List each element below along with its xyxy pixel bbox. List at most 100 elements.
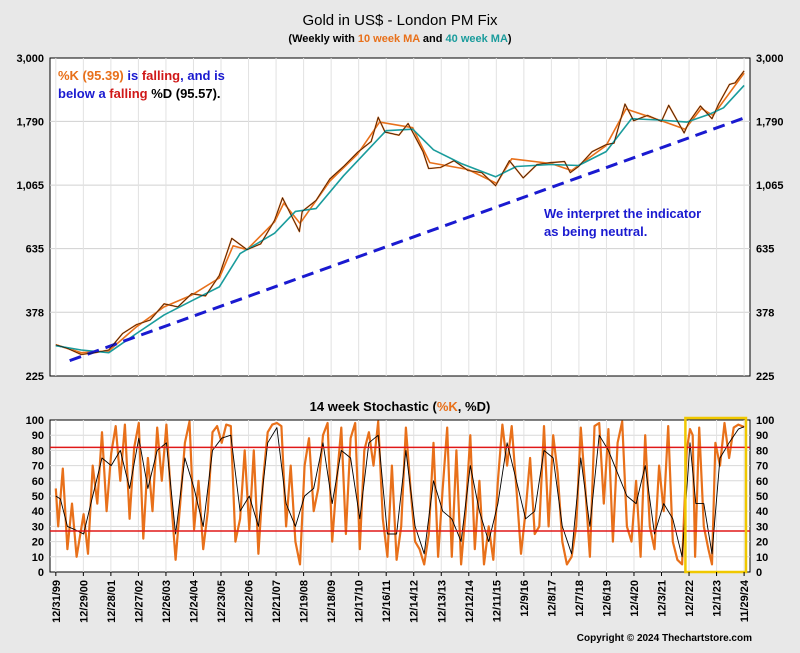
stoch-tick-label-left: 30 [32, 521, 44, 533]
x-tick-label: 12/26/03 [161, 580, 173, 623]
stoch-title-k: %K [437, 399, 459, 414]
price-series-overlay [55, 70, 745, 355]
price-tick-label-left: 1,790 [16, 116, 44, 128]
chart-title: Gold in US$ - London PM Fix [302, 12, 498, 29]
annotation-line: We interpret the indicator [544, 206, 701, 221]
price-tick-label-right: 635 [756, 244, 774, 256]
stoch-tick-label-left: 40 [32, 506, 44, 518]
stochastic-title: 14 week Stochastic (%K, %D) [310, 399, 491, 414]
stoch-tick-label-left: 90 [32, 430, 44, 442]
annotation-segment: is [127, 68, 141, 83]
annotation-segment: falling [142, 68, 180, 83]
subtitle-mid: and [420, 33, 446, 45]
copyright: Copyright © 2024 Thechartstore.com [577, 633, 752, 644]
x-tick-label: 11/29/24 [739, 579, 751, 622]
stoch-tick-label-right: 50 [756, 491, 768, 503]
annotation-line: %K (95.39) is falling, and is [58, 68, 225, 83]
price-tick-label-left: 378 [26, 307, 44, 319]
stoch-title-d: %D [465, 399, 486, 414]
stoch-tick-label-right: 40 [756, 506, 768, 518]
x-tick-label: 12/13/13 [436, 580, 448, 623]
price-tick-label-right: 1,790 [756, 116, 784, 128]
x-tick-label: 12/21/07 [271, 580, 283, 623]
stoch-tick-label-right: 20 [756, 537, 768, 549]
stoch-tick-label-left: 20 [32, 537, 44, 549]
price-tick-label-right: 378 [756, 307, 774, 319]
stoch-title-prefix: 14 week Stochastic ( [310, 399, 438, 414]
stoch-title-suffix: ) [486, 399, 490, 414]
trendline [69, 116, 745, 363]
x-tick-label: 12/18/09 [326, 580, 338, 623]
stoch-tick-label-left: 100 [26, 415, 44, 427]
price-tick-label-right: 1,065 [756, 180, 784, 192]
annotation-segment: %D (95.57). [151, 86, 220, 101]
recent-period-highlight [684, 416, 748, 574]
subtitle-prefix: (Weekly with [288, 33, 357, 45]
annotation-segment: We interpret the indicator [544, 206, 701, 221]
stochastic-y-axis: 0 0 10 10 20 20 30 30 40 40 50 50 60 60 70 70 80 80 90 90 10… [26, 415, 775, 579]
subtitle-ma40: 40 week MA [446, 33, 508, 45]
stoch-tick-label-right: 0 [756, 567, 762, 579]
price-tick-label-right: 225 [756, 371, 774, 383]
annotation-segment: as being neutral. [544, 224, 647, 239]
stochastic-series [54, 420, 745, 566]
x-axis: 12/31/99 12/29/00 12/28/01 12/27/02 12/26/03… [51, 572, 751, 623]
x-tick-label: 12/19/08 [299, 580, 311, 623]
price-tick-label-right: 3,000 [756, 53, 784, 65]
stochastic-reference-lines [50, 446, 750, 532]
x-tick-label: 12/12/14 [464, 579, 476, 623]
x-tick-label: 12/6/19 [601, 580, 613, 617]
x-tick-label: 12/11/15 [491, 580, 503, 622]
price-series [55, 70, 745, 363]
price-tick-label-left: 635 [26, 244, 44, 256]
x-tick-label: 12/23/05 [216, 580, 228, 623]
stoch-tick-label-right: 10 [756, 552, 768, 564]
stoch-series-1 [55, 426, 745, 558]
x-tick-label: 12/2/22 [684, 580, 696, 617]
price-series-1 [55, 72, 745, 354]
stoch-tick-label-left: 0 [38, 567, 44, 579]
annotation-segment: below a [58, 86, 109, 101]
x-tick-label: 12/29/00 [78, 580, 90, 623]
annotation-segment: %K (95.39) [58, 68, 127, 83]
stoch-tick-label-left: 50 [32, 491, 44, 503]
stoch-tick-label-left: 70 [32, 461, 44, 473]
x-tick-label: 12/3/21 [657, 580, 669, 617]
stoch-tick-label-right: 70 [756, 461, 768, 473]
price-tick-label-left: 1,065 [16, 180, 44, 192]
x-tick-label: 12/28/01 [106, 580, 118, 623]
chart-subtitle: (Weekly with 10 week MA and 40 week MA) [288, 33, 512, 45]
price-gridlines [50, 58, 750, 376]
subtitle-suffix: ) [508, 33, 512, 45]
stoch-tick-label-left: 10 [32, 552, 44, 564]
price-y-axis: 225 225 378 378 635 635 1,065 1,065 1,790 1,790 3,… [16, 53, 783, 383]
x-tick-label: 12/14/12 [409, 580, 421, 623]
price-tick-label-left: 3,000 [16, 53, 44, 65]
price-tick-label-left: 225 [26, 371, 44, 383]
subtitle-ma10: 10 week MA [358, 33, 420, 45]
stoch-series-0 [54, 420, 745, 566]
annotation-segment: falling [109, 86, 151, 101]
x-tick-label: 12/24/04 [189, 579, 201, 623]
stoch-tick-label-right: 60 [756, 476, 768, 488]
stoch-tick-label-left: 60 [32, 476, 44, 488]
x-tick-label: 12/27/02 [133, 580, 145, 623]
stoch-tick-label-right: 30 [756, 521, 768, 533]
stoch-tick-label-left: 80 [32, 445, 44, 457]
price-series-2 [55, 84, 745, 354]
stoch-title-sep: , [458, 399, 465, 414]
x-tick-label: 12/16/11 [381, 580, 393, 622]
x-tick-label: 12/31/99 [51, 580, 63, 623]
annotation-line: as being neutral. [544, 224, 647, 239]
annotation-line: below a falling %D (95.57). [58, 86, 221, 101]
stoch-tick-label-right: 90 [756, 430, 768, 442]
x-tick-label: 12/7/18 [574, 580, 586, 617]
annotation-segment: , and is [180, 68, 225, 83]
stoch-tick-label-right: 80 [756, 445, 768, 457]
stochastic-gridlines [50, 420, 750, 572]
x-tick-label: 12/9/16 [519, 580, 531, 617]
x-tick-label: 12/4/20 [629, 580, 641, 617]
stochastic-highlight [684, 416, 748, 574]
